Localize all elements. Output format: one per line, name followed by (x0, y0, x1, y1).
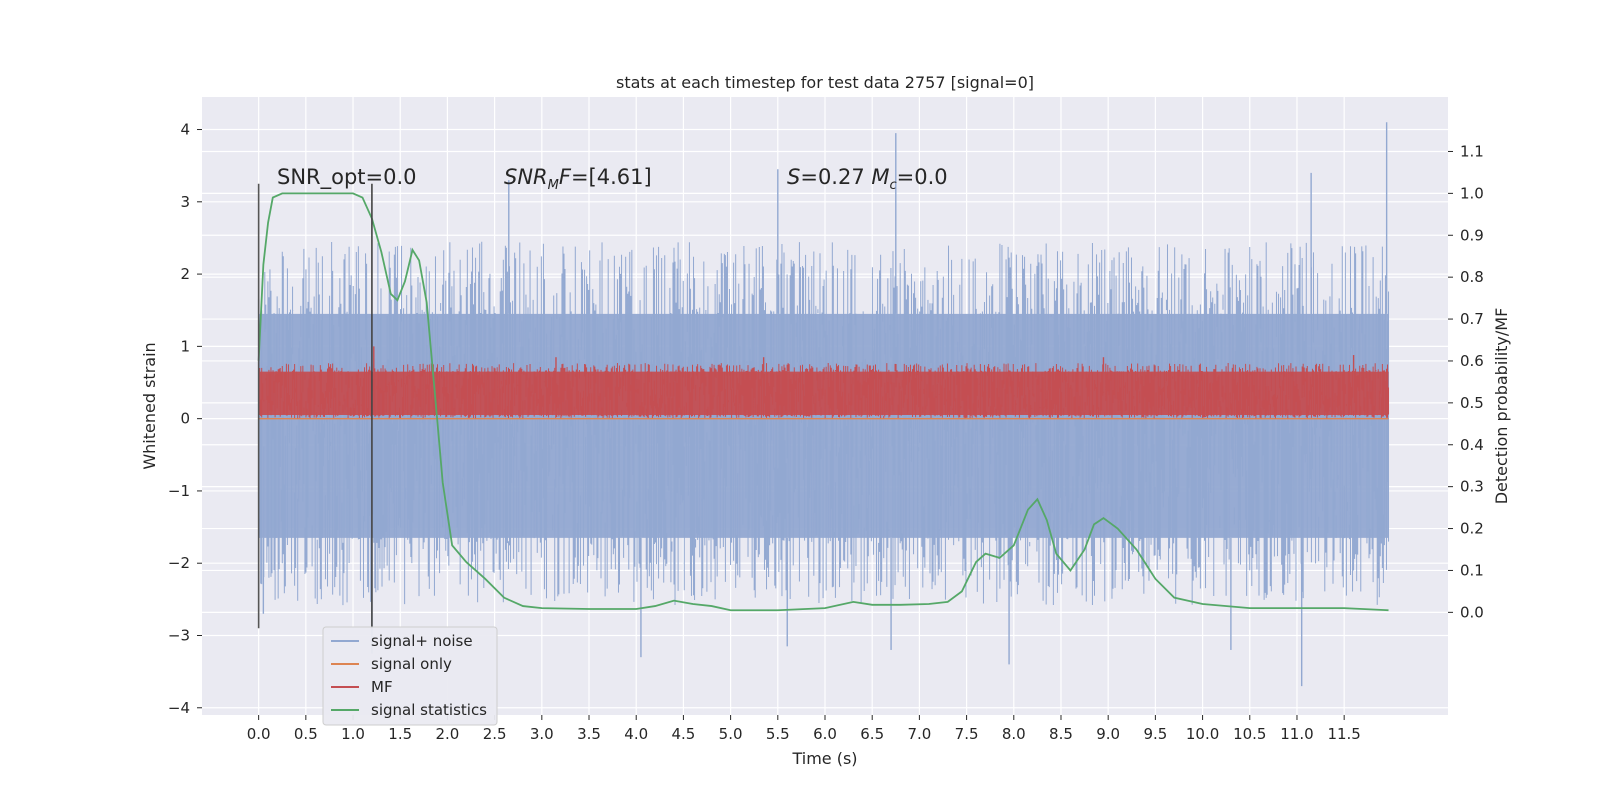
x-tick-label-17: 8.5 (1049, 725, 1073, 743)
y-tick-label-2: 2 (180, 265, 190, 283)
y2-tick-label-0: 1.1 (1460, 142, 1484, 160)
y-tick-label-1: 3 (180, 193, 190, 211)
y-tick-label-4: 0 (180, 410, 190, 428)
annotation-snr-mf: SNRMF=[4.61] (504, 165, 652, 193)
x-tick-label-9: 4.5 (671, 725, 695, 743)
series-3-line (257, 192, 1389, 612)
series-2 (258, 346, 1390, 419)
legend-label-1: signal only (371, 655, 452, 673)
y-tick-label-7: −3 (168, 626, 190, 644)
y2-tick-label-1: 1.0 (1460, 184, 1484, 202)
annotation-s-mc: S=0.27 Mc=0.0 (787, 165, 948, 193)
y2-axis-ticks: 1.1 1.0 0.9 0.8 0.7 0.6 0.5 0.4 0.3 0.2 0.1 0.0 (1448, 142, 1484, 621)
y-axis-label: Whitened strain (140, 342, 159, 469)
x-tick-label-20: 10.0 (1186, 725, 1219, 743)
x-tick-label-11: 5.5 (766, 725, 790, 743)
x-tick-label-14: 7.0 (907, 725, 931, 743)
x-tick-label-6: 3.0 (530, 725, 554, 743)
annotation-snr-opt: SNR_opt=0.0 (277, 165, 417, 190)
x-tick-label-2: 1.0 (341, 725, 365, 743)
y2-tick-label-9: 0.2 (1460, 520, 1484, 538)
y2-tick-label-11: 0.0 (1460, 603, 1484, 621)
y-tick-label-5: −1 (168, 482, 190, 500)
x-tick-label-22: 11.0 (1280, 725, 1313, 743)
x-tick-label-4: 2.0 (435, 725, 459, 743)
y2-tick-label-5: 0.6 (1460, 352, 1484, 370)
x-tick-label-12: 6.0 (813, 725, 837, 743)
y2-tick-label-7: 0.4 (1460, 436, 1484, 454)
legend-label-2: MF (371, 678, 393, 696)
y-tick-label-0: 4 (180, 121, 190, 139)
x-tick-label-8: 4.0 (624, 725, 648, 743)
x-tick-label-21: 10.5 (1233, 725, 1266, 743)
legend: signal+ noise signal only MF signal statist… (322, 626, 498, 726)
x-tick-label-23: 11.5 (1327, 725, 1360, 743)
annotations: SNR_opt=0.0 SNRMF=[4.61] S=0.27 Mc=0.0 (277, 165, 948, 193)
x-tick-label-15: 7.5 (955, 725, 979, 743)
y2-axis-label: Detection probability/MF (1492, 308, 1511, 505)
x-tick-label-1: 0.5 (294, 725, 318, 743)
x-tick-label-7: 3.5 (577, 725, 601, 743)
x-tick-label-3: 1.5 (388, 725, 412, 743)
y2-tick-label-2: 0.9 (1460, 226, 1484, 244)
x-tick-label-19: 9.5 (1143, 725, 1167, 743)
y2-tick-label-10: 0.1 (1460, 561, 1484, 579)
x-tick-label-0: 0.0 (247, 725, 271, 743)
vertical-markers (257, 183, 373, 629)
x-axis-label: Time (s) (791, 749, 857, 768)
legend-box (322, 626, 498, 726)
x-tick-label-16: 8.0 (1002, 725, 1026, 743)
y-tick-label-8: −4 (168, 699, 190, 717)
legend-label-0: signal+ noise (371, 632, 473, 650)
x-axis-ticks: 0.0 0.5 1.0 1.5 2.0 2.5 3.0 3.5 4.0 4.5 5.0 5.5 6.0 6… (247, 715, 1361, 743)
series-layer (257, 122, 1390, 687)
y2-tick-label-4: 0.7 (1460, 310, 1484, 328)
x-tick-label-10: 5.0 (719, 725, 743, 743)
y-tick-label-6: −2 (168, 554, 190, 572)
y2-tick-label-6: 0.5 (1460, 394, 1484, 412)
legend-label-3: signal statistics (371, 701, 487, 719)
x-tick-label-18: 9.0 (1096, 725, 1120, 743)
x-tick-label-5: 2.5 (483, 725, 507, 743)
y-tick-label-3: 1 (180, 337, 190, 355)
chart-title: stats at each timestep for test data 275… (616, 73, 1034, 92)
y2-tick-label-3: 0.8 (1460, 268, 1484, 286)
x-tick-label-13: 6.5 (860, 725, 884, 743)
series-3 (257, 192, 1389, 612)
y-axis-ticks: 4 3 2 1 0 −1 −2 −3 −4 (168, 121, 202, 717)
y2-tick-label-8: 0.3 (1460, 478, 1484, 496)
